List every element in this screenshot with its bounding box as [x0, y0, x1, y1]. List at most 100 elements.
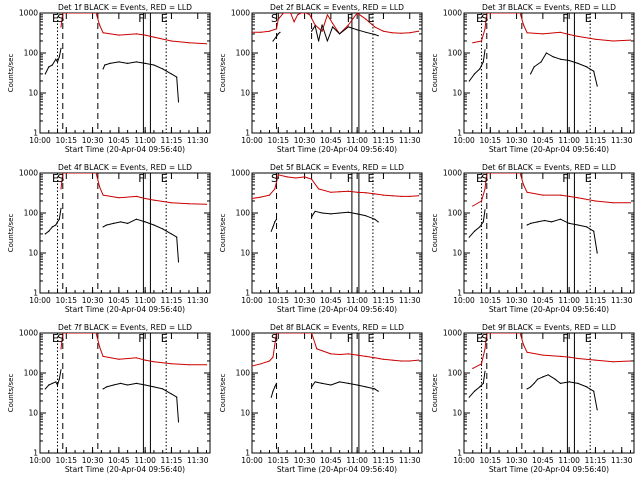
interval-marker-label: S	[271, 172, 278, 185]
x-tick-label: 10:30	[82, 136, 104, 145]
lld-point	[60, 348, 62, 350]
lld-point	[60, 26, 62, 28]
lld-point	[305, 13, 307, 14]
lld-point	[326, 14, 328, 16]
y-tick-label: 10	[240, 249, 250, 258]
lld-point	[339, 191, 341, 193]
events-point	[468, 80, 470, 82]
lld-point	[309, 14, 311, 16]
lld-point	[170, 40, 172, 42]
events-point	[577, 62, 579, 64]
lld-point	[153, 36, 155, 38]
lld-point	[629, 202, 632, 204]
events-point	[479, 68, 481, 70]
y-axis-label: Counts/sec	[431, 54, 439, 93]
lld-point	[321, 30, 323, 32]
lld-point	[559, 194, 562, 196]
y-tick-label: 10	[28, 409, 38, 418]
lld-point	[577, 357, 579, 360]
interval-marker-label: S	[481, 12, 488, 25]
events-point	[318, 40, 320, 42]
events-point	[135, 61, 137, 63]
y-tick-label: 1	[245, 449, 250, 458]
events-point	[593, 70, 595, 72]
events-point	[48, 230, 50, 232]
events-point	[545, 52, 548, 54]
events-point	[468, 396, 470, 398]
x-tick-label: 11:00	[346, 136, 368, 145]
x-tick-label: 11:30	[187, 456, 209, 465]
axes-frame	[463, 12, 635, 134]
lld-point	[99, 24, 101, 26]
chart-panel: Det 7f BLACK = Events, RED = LLD 1 10 100 10…	[7, 323, 211, 474]
y-tick-label: 10	[452, 409, 462, 418]
y-tick-label: 10	[452, 249, 462, 258]
lld-point	[484, 188, 486, 190]
events-point	[170, 393, 172, 395]
events-point	[113, 222, 115, 224]
events-point	[60, 47, 62, 50]
y-tick-label: 1	[457, 449, 462, 458]
events-point	[60, 369, 62, 371]
events-point	[120, 221, 122, 223]
axes-frame	[463, 172, 635, 294]
events-point	[135, 218, 137, 220]
events-point	[135, 382, 137, 384]
x-tick-label: 10:45	[320, 296, 342, 305]
y-tick-label: 1	[245, 129, 250, 138]
axes-frame	[463, 332, 635, 454]
events-point	[270, 230, 272, 232]
lld-point	[118, 34, 120, 36]
lld-point	[95, 173, 97, 174]
events-point	[56, 221, 59, 223]
lld-point	[99, 186, 101, 188]
lld-point	[489, 13, 491, 14]
events-point	[176, 76, 178, 78]
lld-point	[523, 24, 525, 26]
x-tick-label: 10:30	[294, 456, 316, 465]
chart-title: Det 8f BLACK = Events, RED = LLD	[270, 323, 404, 332]
events-point	[314, 210, 316, 212]
events-point	[275, 218, 278, 220]
x-tick-label: 10:00	[453, 296, 475, 305]
lld-point	[526, 351, 528, 353]
lld-point	[489, 333, 491, 334]
events-point	[60, 207, 62, 209]
events-point	[58, 378, 60, 380]
events-point	[113, 384, 115, 386]
lld-point	[391, 359, 393, 361]
events-point	[530, 386, 532, 388]
x-tick-label: 10:00	[29, 456, 51, 465]
y-tick-label: 1000	[231, 9, 250, 18]
chart-panel: Det 1f BLACK = Events, RED = LLD 1 10 100 10…	[7, 3, 211, 154]
lld-point	[417, 30, 420, 32]
lld-point	[268, 360, 271, 362]
y-axis-label: Counts/sec	[219, 214, 227, 253]
y-tick-label: 100	[448, 209, 463, 218]
lld-point	[272, 356, 274, 358]
lld-point	[542, 33, 544, 35]
y-axis-label: Counts/sec	[219, 54, 227, 93]
interval-marker-label: F	[138, 12, 144, 25]
axes-frame	[251, 172, 423, 294]
y-tick-label: 1000	[19, 9, 38, 18]
events-point	[58, 218, 60, 220]
interval-marker-label: E	[52, 332, 59, 345]
events-point	[542, 376, 544, 378]
lld-point	[268, 194, 271, 196]
events-point	[44, 233, 46, 235]
events-point	[153, 386, 155, 388]
lld-point	[480, 200, 483, 202]
events-point	[377, 35, 379, 37]
chart-title: Det 3f BLACK = Events, RED = LLD	[482, 3, 616, 12]
y-tick-label: 100	[24, 369, 39, 378]
events-point	[374, 218, 376, 220]
chart-title: Det 1f BLACK = Events, RED = LLD	[58, 3, 192, 12]
events-point	[596, 252, 598, 254]
events-point	[102, 226, 104, 228]
x-tick-label: 11:30	[399, 456, 421, 465]
x-tick-label: 11:15	[161, 296, 183, 305]
y-axis-label: Counts/sec	[7, 54, 15, 93]
events-point	[177, 101, 180, 103]
